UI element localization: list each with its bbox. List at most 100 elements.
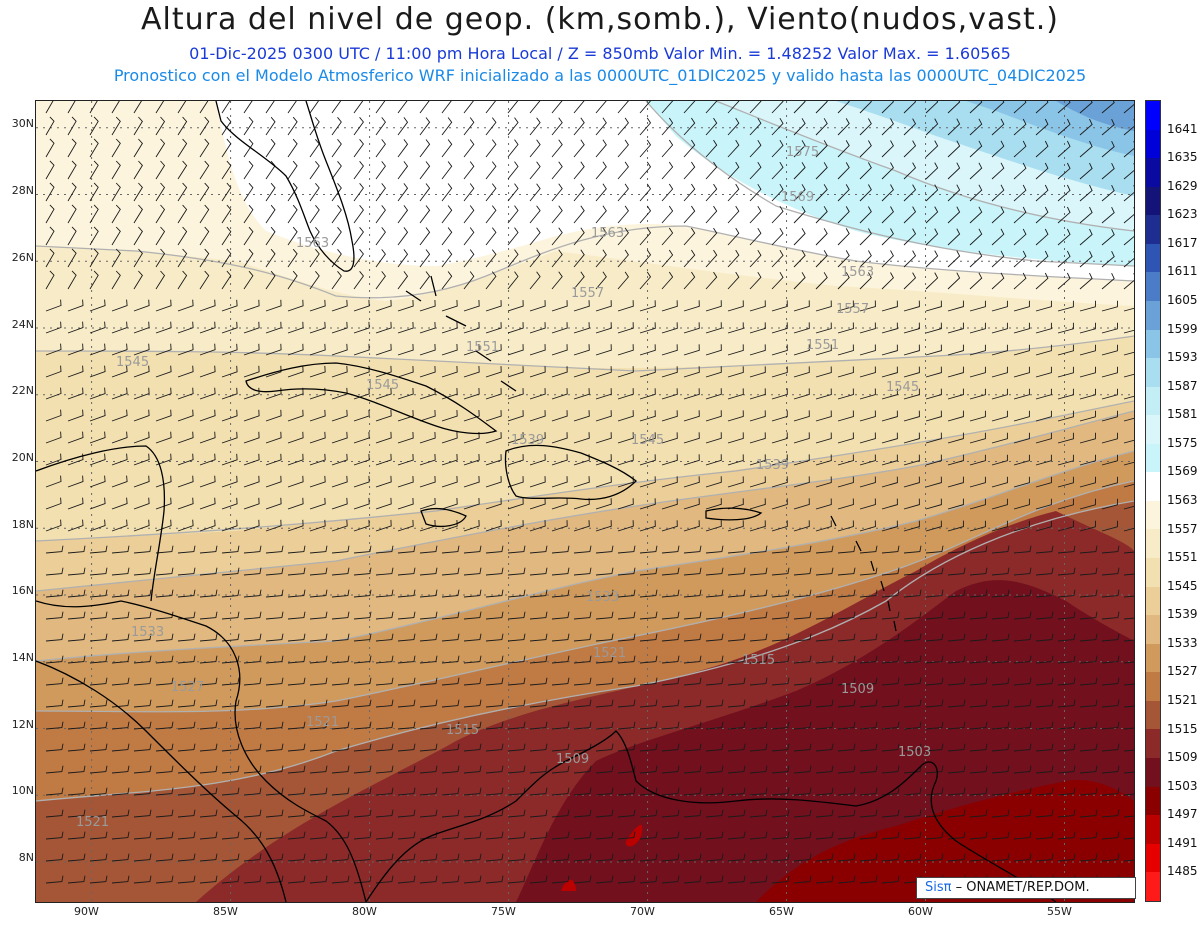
wind-barb <box>947 476 964 488</box>
wind-barb <box>287 248 298 268</box>
wind-barb <box>529 765 548 774</box>
wind-barb <box>639 139 652 158</box>
wind-barb <box>551 545 570 554</box>
wind-barb <box>925 366 942 378</box>
wind-barb <box>749 765 768 774</box>
wind-barb <box>441 183 453 202</box>
wind-barb <box>573 875 592 884</box>
wind-barb <box>397 101 408 114</box>
wind-barb <box>881 567 900 576</box>
wind-barb <box>155 160 166 180</box>
wind-barb <box>463 343 480 356</box>
wind-barb <box>859 322 876 334</box>
wind-barb <box>375 101 386 114</box>
wind-barb <box>45 116 55 136</box>
wind-barb <box>1123 661 1134 664</box>
wind-barb <box>793 322 810 334</box>
wind-barb <box>859 809 878 818</box>
wind-barb <box>661 205 674 224</box>
wind-barb <box>991 831 1010 840</box>
wind-barb <box>881 118 894 136</box>
wind-barb <box>485 743 504 752</box>
wind-barb <box>45 699 64 708</box>
wind-barb <box>1057 831 1076 840</box>
wind-barb <box>419 205 431 224</box>
wind-barb <box>573 161 585 180</box>
wind-barb <box>67 545 86 554</box>
wind-barb <box>1101 410 1118 422</box>
wind-barb <box>925 853 944 862</box>
wind-barb <box>1101 520 1118 532</box>
wind-barb <box>111 299 128 312</box>
wind-barb <box>89 248 99 268</box>
wind-barb <box>397 699 416 708</box>
wind-barb <box>375 809 394 818</box>
lon-label: 80W <box>352 905 377 918</box>
wind-barb <box>881 140 894 158</box>
wind-barb <box>749 271 762 290</box>
wind-barb <box>309 519 326 532</box>
wind-barb <box>991 520 1008 532</box>
wind-barb <box>1079 476 1096 488</box>
wind-barb <box>419 567 438 576</box>
wind-barb <box>89 299 106 312</box>
wind-barb <box>573 388 590 400</box>
wind-barb <box>947 184 961 202</box>
wind-barb <box>859 875 878 884</box>
wind-barb <box>463 183 475 202</box>
wind-barb <box>991 545 1010 554</box>
wind-barb <box>1101 633 1120 642</box>
wind-barb <box>155 248 166 268</box>
wind-barb <box>463 227 475 246</box>
wind-barb <box>155 182 166 202</box>
wind-barb <box>749 611 768 620</box>
wind-barb <box>243 589 262 598</box>
wind-barb <box>199 343 216 356</box>
wind-barb <box>727 765 746 774</box>
wind-barb <box>1123 551 1134 554</box>
wind-barb <box>375 567 394 576</box>
wind-barb <box>551 633 570 642</box>
wind-barb <box>331 611 350 620</box>
wind-barb <box>177 589 196 598</box>
wind-barb <box>287 699 306 708</box>
wind-barb <box>243 655 262 664</box>
wind-barb <box>133 138 143 158</box>
lesser-antilles-outline <box>830 515 897 632</box>
wind-barb <box>1101 567 1120 576</box>
wind-barb <box>793 162 806 180</box>
wind-barb <box>903 765 922 774</box>
wind-barb <box>727 655 746 664</box>
wind-barb <box>463 271 475 290</box>
wind-barb <box>661 183 674 202</box>
wind-barb <box>639 388 656 400</box>
wind-barb <box>925 322 942 334</box>
wind-barb <box>45 431 62 444</box>
wind-barb <box>485 699 504 708</box>
wind-barb <box>397 475 414 488</box>
wind-barb <box>529 831 548 840</box>
wind-barb <box>177 809 196 818</box>
wind-barb <box>221 453 238 466</box>
wind-barb <box>199 248 210 268</box>
wind-barb <box>705 875 724 884</box>
wind-barb <box>771 249 784 268</box>
wind-barb <box>485 432 502 444</box>
wind-barb <box>1057 228 1071 246</box>
wind-barb <box>639 831 658 840</box>
wind-barb <box>573 300 590 312</box>
wind-barb <box>1035 831 1054 840</box>
wind-barb <box>683 655 702 664</box>
coastlines <box>36 101 1057 902</box>
wind-barb <box>265 409 282 422</box>
wind-barb <box>397 853 416 862</box>
contour-label: 1533 <box>586 590 619 605</box>
wind-barb <box>67 204 77 224</box>
wind-barb <box>1079 567 1098 576</box>
lon-label: 75W <box>491 905 516 918</box>
wind-barb <box>1079 272 1093 290</box>
wind-barb <box>133 853 152 862</box>
wind-barb <box>661 611 680 620</box>
contour-label: 1557 <box>836 302 869 317</box>
wind-barb <box>331 299 348 312</box>
